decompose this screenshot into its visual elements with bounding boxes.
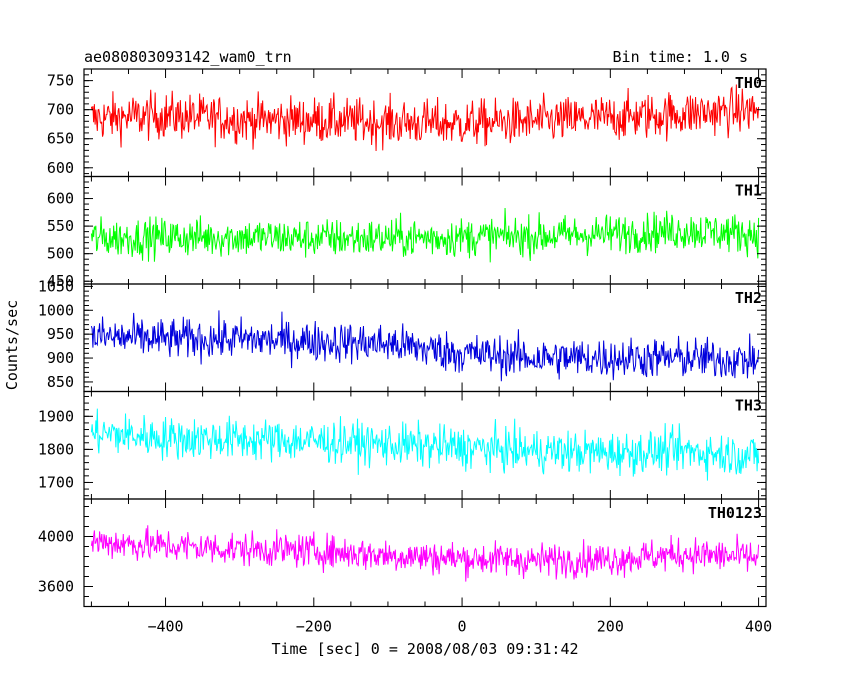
- y-tick-label: 1700: [38, 473, 74, 491]
- y-tick-label: 600: [47, 190, 74, 208]
- x-tick-label: 200: [597, 618, 624, 636]
- y-tick-label: 3600: [38, 578, 74, 596]
- panel-name-label: TH0123: [708, 504, 762, 522]
- x-tick-label: 0: [458, 618, 467, 636]
- y-tick-label: 450: [47, 272, 74, 290]
- y-tick-label: 1050: [38, 277, 74, 295]
- x-tick-label: −200: [296, 618, 332, 636]
- x-tick-label: 400: [745, 618, 772, 636]
- y-tick-label: 1900: [38, 407, 74, 425]
- series-line-th1: [90, 207, 760, 263]
- panel-th2: 850 900 950 1000 1050 TH2: [38, 277, 767, 393]
- y-tick-label: 1000: [38, 301, 74, 319]
- y-tick-label: 900: [47, 349, 74, 367]
- panel-name-label: TH0: [735, 74, 762, 92]
- panel-th1: 450 500 550 600 TH1: [47, 175, 767, 290]
- y-axis-label: Counts/sec: [3, 300, 21, 390]
- y-tick-label: 850: [47, 373, 74, 391]
- y-tick-label: 750: [47, 72, 74, 90]
- panel-name-label: TH2: [735, 289, 762, 307]
- x-tick-label: −400: [147, 618, 183, 636]
- bin-time-label: Bin time: 1.0 s: [613, 48, 748, 66]
- x-axis-label: Time [sec] 0 = 2008/08/03 09:31:42: [271, 640, 578, 658]
- y-tick-label: 700: [47, 101, 74, 119]
- panel-name-label: TH3: [735, 397, 762, 415]
- panels-group: 600 650 700 750 TH0 450 500 550 600 TH1 850 900 950 1…: [38, 68, 772, 636]
- y-tick-label: 550: [47, 217, 74, 235]
- series-line-th0: [90, 84, 760, 151]
- panel-th3: 1700 1800 1900 TH3: [38, 390, 767, 500]
- series-line-th3: [90, 408, 760, 481]
- y-tick-label: 500: [47, 245, 74, 263]
- panel-frame: [83, 283, 767, 393]
- y-tick-label: 600: [47, 159, 74, 177]
- panel-name-label: TH1: [735, 182, 762, 200]
- y-tick-label: 650: [47, 130, 74, 148]
- y-tick-label: 950: [47, 325, 74, 343]
- y-tick-label: 1800: [38, 440, 74, 458]
- series-line-th0123: [90, 525, 760, 582]
- panel-th0: 600 650 700 750 TH0: [47, 68, 767, 178]
- y-tick-label: 4000: [38, 528, 74, 546]
- series-line-th2: [90, 310, 760, 382]
- panel-th0123: 3600 4000 TH0123: [38, 498, 767, 608]
- chart-title: ae080803093142_wam0_trn: [84, 48, 292, 66]
